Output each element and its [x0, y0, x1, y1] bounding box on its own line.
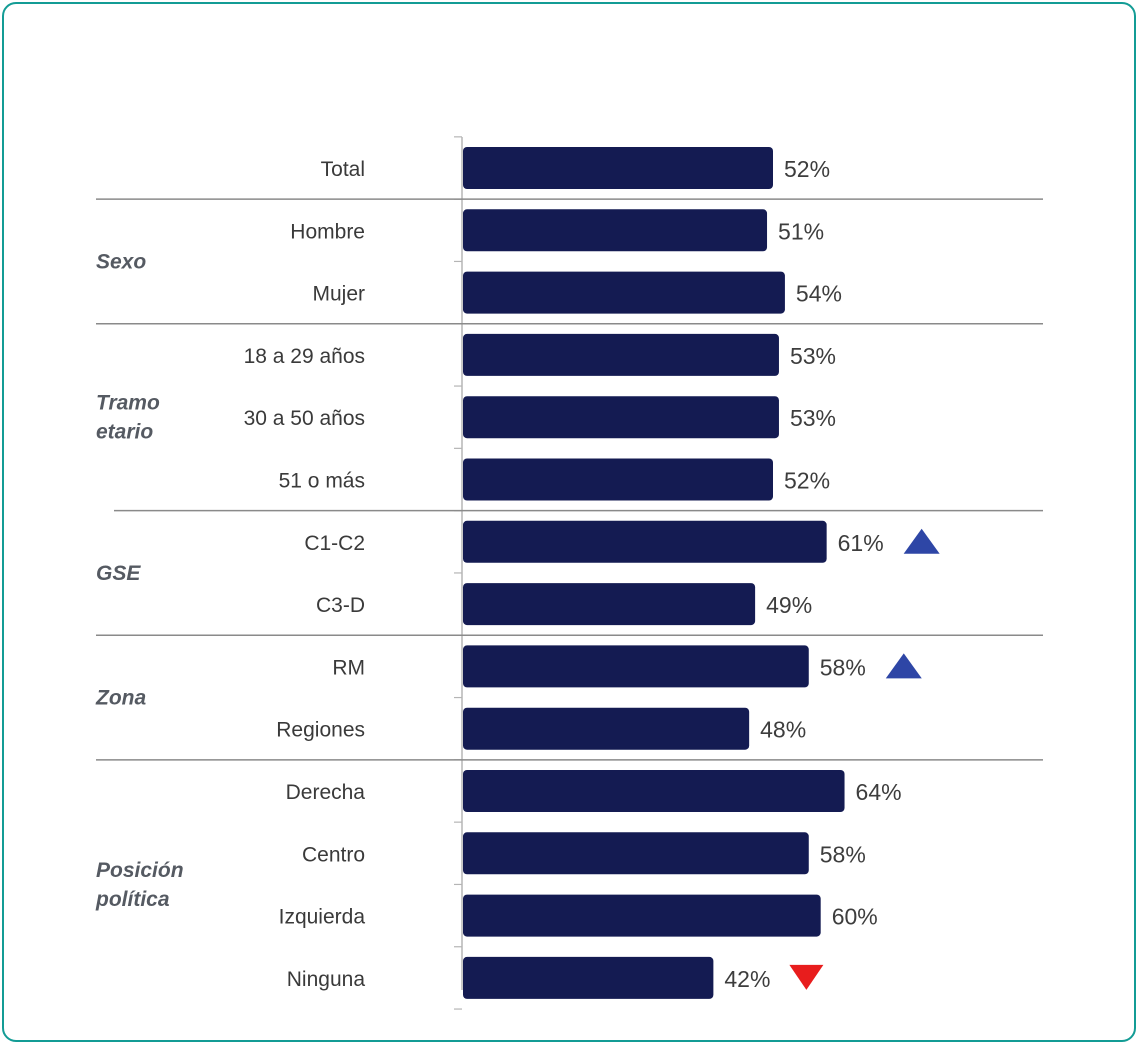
category-label: Centro — [302, 843, 365, 866]
category-label: Ninguna — [287, 968, 366, 991]
value-label: 58% — [820, 841, 866, 867]
bar — [463, 271, 785, 314]
group-label-line: Posición — [96, 859, 184, 882]
category-label: Mujer — [312, 283, 365, 306]
value-label: 58% — [820, 654, 866, 680]
group-label: Zona — [95, 687, 146, 710]
bar — [463, 956, 714, 999]
value-label: 52% — [784, 156, 830, 182]
bar — [463, 520, 827, 563]
category-label: Regiones — [276, 719, 365, 742]
value-label: 60% — [832, 904, 878, 930]
value-label: 52% — [784, 468, 830, 494]
value-label: 49% — [766, 592, 812, 618]
category-label: Hombre — [290, 220, 365, 243]
value-label: 64% — [856, 779, 902, 805]
category-label: 18 a 29 años — [244, 345, 365, 368]
bar — [463, 333, 779, 376]
group-label: Posición política — [95, 859, 184, 911]
category-label: 30 a 50 años — [244, 407, 365, 430]
bar — [463, 707, 750, 750]
category-label: 51 o más — [279, 470, 365, 493]
value-label: 54% — [796, 281, 842, 307]
bar — [463, 894, 821, 937]
bar — [463, 583, 756, 626]
category-label: C3-D — [316, 594, 365, 617]
value-label: 61% — [838, 530, 884, 556]
value-label: 42% — [724, 966, 770, 992]
significance-down-icon — [789, 964, 824, 990]
group-label-line: GSE — [96, 562, 141, 585]
value-label: 48% — [760, 717, 806, 743]
group-label: Tramo etario — [96, 392, 160, 444]
category-label: RM — [332, 656, 365, 679]
bar — [463, 770, 845, 812]
significance-up-icon — [903, 528, 940, 554]
group-label-line: política — [95, 888, 170, 911]
bar — [463, 832, 809, 875]
bar — [463, 147, 773, 189]
category-label: Izquierda — [279, 906, 366, 929]
bar — [463, 645, 809, 688]
bar — [463, 458, 773, 501]
group-label: GSE — [96, 562, 141, 585]
value-label: 53% — [790, 343, 836, 369]
value-label: 51% — [778, 218, 824, 244]
group-label-line: etario — [96, 421, 153, 444]
value-label: 53% — [790, 405, 836, 431]
significance-up-icon — [885, 653, 922, 679]
group-label: Sexo — [96, 250, 146, 273]
category-label: Total — [321, 158, 365, 181]
bar — [463, 396, 779, 439]
group-label-line: Zona — [95, 687, 146, 710]
group-label-line: Sexo — [96, 250, 146, 273]
bar — [463, 209, 768, 252]
category-label: C1-C2 — [304, 532, 365, 555]
category-label: Derecha — [286, 781, 366, 804]
group-label-line: Tramo — [96, 392, 160, 415]
